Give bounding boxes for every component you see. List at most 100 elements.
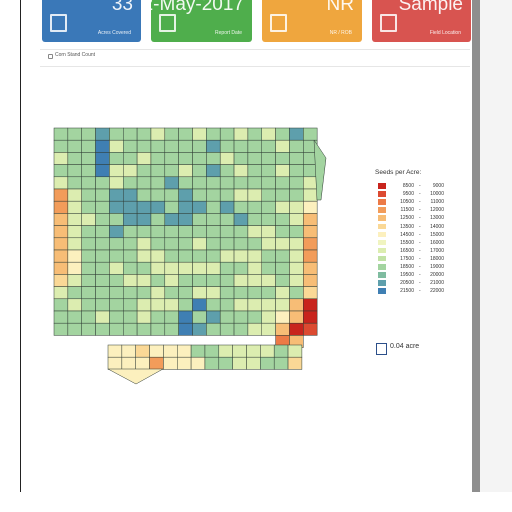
map-cell [81,274,96,287]
map-cell [53,164,69,178]
map-cell [121,356,136,370]
map-cell [81,188,96,202]
map-cell [303,249,318,263]
map-cell [121,344,136,358]
map-cell [192,322,207,336]
map-cell [247,237,262,251]
map-cell [192,176,207,190]
map-cell [289,225,304,239]
map-cell [109,200,124,214]
map-cell [289,249,304,263]
map-cell [136,286,152,300]
map-cell [247,127,262,141]
map-cell [109,322,124,336]
map-cell [95,310,110,324]
map-cell [53,139,69,153]
map-cell [123,237,138,251]
map-cell [135,356,150,370]
map-cell [219,274,235,287]
legend-low: 20500 [400,280,414,287]
map-cell [150,286,166,300]
map-cell [233,152,249,165]
legend-title: Seeds per Acre: [375,169,422,176]
map-cell [275,176,290,190]
map-cell [164,139,179,153]
map-cell [261,249,276,263]
map-cell [67,213,82,226]
map-cell [53,298,69,312]
legend-swatch [378,272,386,278]
map-cell [81,310,96,324]
map-cell [247,322,262,336]
map-cell [219,249,235,263]
map-cell [289,298,304,312]
map-cell [273,356,289,370]
map-cell [247,139,262,153]
legend-swatch [378,231,386,238]
map-cell [247,286,262,300]
map-cell [303,261,318,275]
page-left-border [20,0,21,492]
map-cell [192,249,207,263]
map-cell [67,249,82,263]
map-cell [81,286,96,300]
map-cell [206,188,221,202]
map-cell [136,274,152,287]
map-cell [247,176,262,190]
home-icon[interactable] [48,54,53,59]
map-cell [177,344,192,358]
map-cell [289,152,304,165]
map-cell [275,188,290,202]
map-cell [53,176,69,190]
legend-dash: - [419,288,421,295]
map-cell [164,200,179,214]
map-cell [164,274,179,287]
map-cell [233,286,249,300]
map-cell [247,225,262,239]
map-cell [219,139,235,153]
map-cell [204,344,220,358]
map-cell [81,249,96,263]
map-cell [95,237,110,251]
map-cell [123,298,138,312]
map-cell [67,310,82,324]
legend-low: 17500 [400,255,414,262]
map-cell [219,237,235,251]
map-cell [247,298,262,312]
map-cell [233,261,249,275]
map-cell [261,298,276,312]
map-cell [275,274,290,287]
map-cell [261,213,276,226]
map-cell [150,237,166,251]
map-cell [164,188,179,202]
breadcrumb-label[interactable]: Corn Stand Count [55,52,96,58]
map-cell [53,249,69,263]
cell-size-swatch [376,343,387,355]
legend-dash: - [419,191,421,198]
map-cell [206,200,221,214]
legend-swatch [378,288,386,294]
legend-high: 10000 [430,191,444,198]
map-cell [261,274,276,287]
map-cell [260,344,275,358]
map-cell [136,152,152,165]
map-cell [275,139,290,153]
map-cell [81,152,96,165]
map-cell [123,127,138,141]
map-cell [275,225,290,239]
map-cell [178,188,193,202]
nr-rob-card: NR NR / ROB [262,0,362,42]
map-cell [150,225,166,239]
map-cell [303,322,318,336]
map-cell [136,139,152,153]
map-cell [136,322,152,336]
map-cell [275,213,290,226]
report-date-value: 2-May-2017 [151,0,244,15]
map-cell [109,274,124,287]
map-cell [95,322,110,336]
map-cell [206,261,221,275]
map-cell [150,261,166,275]
map-cell [178,298,193,312]
map-cell [303,127,318,141]
map-cell [303,213,318,226]
